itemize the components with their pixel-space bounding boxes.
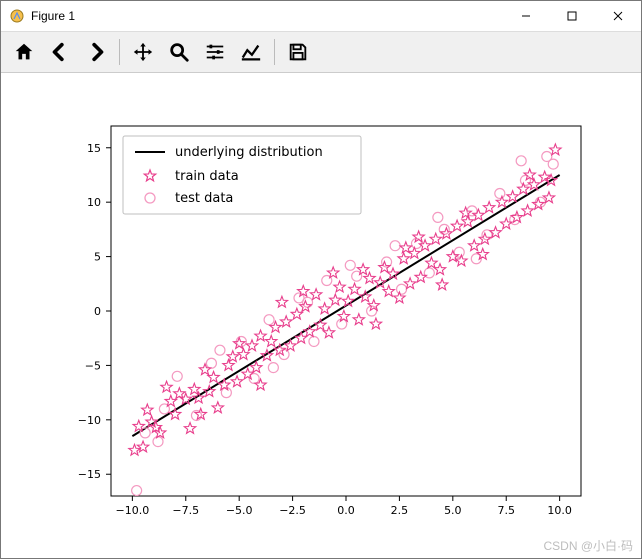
svg-text:−2.5: −2.5 xyxy=(279,504,306,517)
svg-text:underlying distribution: underlying distribution xyxy=(175,145,323,160)
svg-text:−10.0: −10.0 xyxy=(116,504,150,517)
maximize-button[interactable] xyxy=(549,1,595,31)
app-window: Figure 1 −10.0 −7.5 −5.0 −2.5 0.0 2.5 5.0 7.5 10… xyxy=(0,0,642,559)
svg-text:−7.5: −7.5 xyxy=(172,504,199,517)
svg-text:10.0: 10.0 xyxy=(547,504,572,517)
svg-text:2.5: 2.5 xyxy=(391,504,409,517)
toolbar-separator xyxy=(119,39,120,65)
close-button[interactable] xyxy=(595,1,641,31)
title-bar: Figure 1 xyxy=(1,1,641,32)
forward-button[interactable] xyxy=(79,35,113,69)
edit-button[interactable] xyxy=(234,35,268,69)
svg-text:−5.0: −5.0 xyxy=(226,504,253,517)
pan-button[interactable] xyxy=(126,35,160,69)
svg-text:0.0: 0.0 xyxy=(337,504,355,517)
svg-text:5: 5 xyxy=(94,250,101,263)
scatter-line-chart: −10.0 −7.5 −5.0 −2.5 0.0 2.5 5.0 7.5 10.0 −15 −10 −… xyxy=(41,96,601,536)
toolbar-separator xyxy=(274,39,275,65)
svg-text:5.0: 5.0 xyxy=(444,504,462,517)
zoom-button[interactable] xyxy=(162,35,196,69)
save-button[interactable] xyxy=(281,35,315,69)
svg-text:10: 10 xyxy=(87,196,101,209)
app-icon xyxy=(9,8,25,24)
svg-text:train data: train data xyxy=(175,169,239,184)
window-title: Figure 1 xyxy=(31,9,75,23)
plot-container: −10.0 −7.5 −5.0 −2.5 0.0 2.5 5.0 7.5 10.0 −15 −10 −… xyxy=(1,73,641,558)
watermark-text: CSDN @小白·码 xyxy=(543,537,633,554)
svg-text:test data: test data xyxy=(175,191,233,206)
svg-text:−15: −15 xyxy=(78,468,101,481)
svg-text:0: 0 xyxy=(94,305,101,318)
back-button[interactable] xyxy=(43,35,77,69)
svg-text:−10: −10 xyxy=(78,413,101,426)
minimize-button[interactable] xyxy=(503,1,549,31)
svg-text:15: 15 xyxy=(87,141,101,154)
toolbar xyxy=(1,32,641,73)
svg-text:7.5: 7.5 xyxy=(497,504,515,517)
configure-button[interactable] xyxy=(198,35,232,69)
svg-text:−5: −5 xyxy=(85,359,101,372)
home-button[interactable] xyxy=(7,35,41,69)
